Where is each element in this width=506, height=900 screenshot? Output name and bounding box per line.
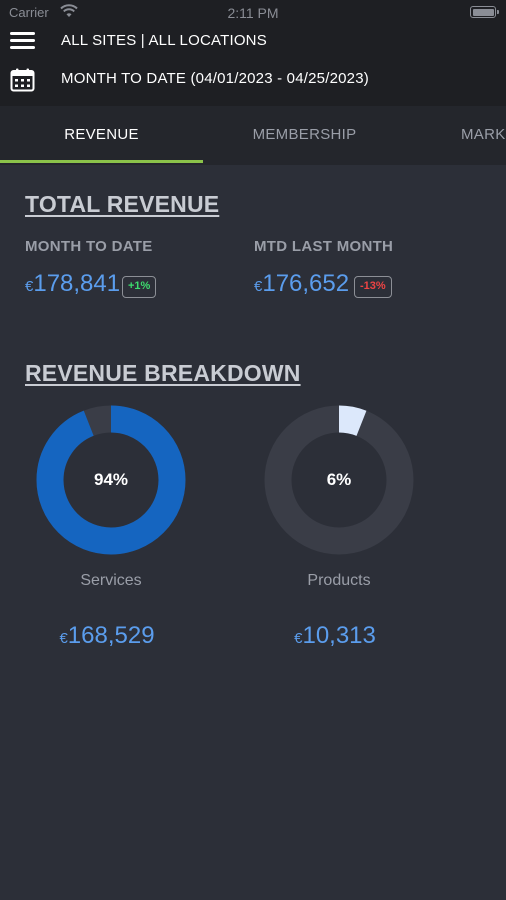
services-donut-chart[interactable] [36, 405, 186, 555]
currency-symbol: € [294, 630, 303, 647]
products-donut-chart[interactable] [264, 405, 414, 555]
mtd-last-month-value: €176,652 [254, 270, 349, 298]
services-amount-value: 168,529 [67, 622, 155, 649]
site-filter-label[interactable]: ALL SITES | ALL LOCATIONS [61, 32, 267, 49]
wifi-icon [60, 4, 78, 17]
currency-symbol: € [59, 630, 68, 647]
date-range-row[interactable]: MONTH TO DATE (04/01/2023 - 04/25/2023) [0, 64, 506, 94]
donut-segment-products[interactable] [264, 405, 414, 555]
products-amount-value: 10,313 [302, 622, 376, 649]
tab-revenue[interactable]: REVENUE [64, 126, 139, 143]
mtd-last-month-change-badge: -13% [354, 276, 392, 298]
carrier-label: Carrier [9, 5, 49, 20]
month-to-date-label: MONTH TO DATE [25, 238, 153, 255]
month-to-date-change-badge: +1% [122, 276, 157, 298]
currency-symbol: € [25, 278, 34, 295]
site-filter-row[interactable]: ALL SITES | ALL LOCATIONS [0, 26, 506, 56]
donut-segment-services[interactable] [36, 405, 186, 555]
services-percent: 94% [93, 470, 129, 489]
status-bar: Carrier 2:11 PM [0, 0, 506, 26]
mtd-last-month-label: MTD LAST MONTH [254, 238, 394, 255]
header: ALL SITES | ALL LOCATIONS MONTH TO DATE … [0, 26, 506, 106]
date-range-label[interactable]: MONTH TO DATE (04/01/2023 - 04/25/2023) [61, 70, 369, 87]
products-label: Products [307, 572, 371, 589]
products-percent: 6% [326, 470, 352, 489]
status-time: 2:11 PM [227, 5, 279, 21]
active-tab-indicator [0, 160, 203, 163]
revenue-breakdown-title: REVENUE BREAKDOWN [25, 360, 301, 386]
currency-symbol: € [254, 278, 263, 295]
month-to-date-amount: 178,841 [33, 270, 121, 297]
calendar-icon[interactable] [10, 68, 35, 92]
hamburger-menu-icon[interactable] [10, 30, 35, 50]
tab-marketing[interactable]: MARK [461, 126, 506, 143]
battery-icon [470, 6, 499, 18]
month-to-date-value: €178,841 [25, 270, 120, 298]
services-label: Services [80, 572, 142, 589]
services-amount: €168,529 [32, 622, 182, 650]
tab-membership[interactable]: MEMBERSHIP [252, 126, 357, 143]
total-revenue-title: TOTAL REVENUE [25, 191, 220, 217]
products-amount: €10,313 [260, 622, 410, 650]
tab-bar: REVENUE MEMBERSHIP MARK [0, 106, 506, 165]
mtd-last-month-amount: 176,652 [262, 270, 350, 297]
